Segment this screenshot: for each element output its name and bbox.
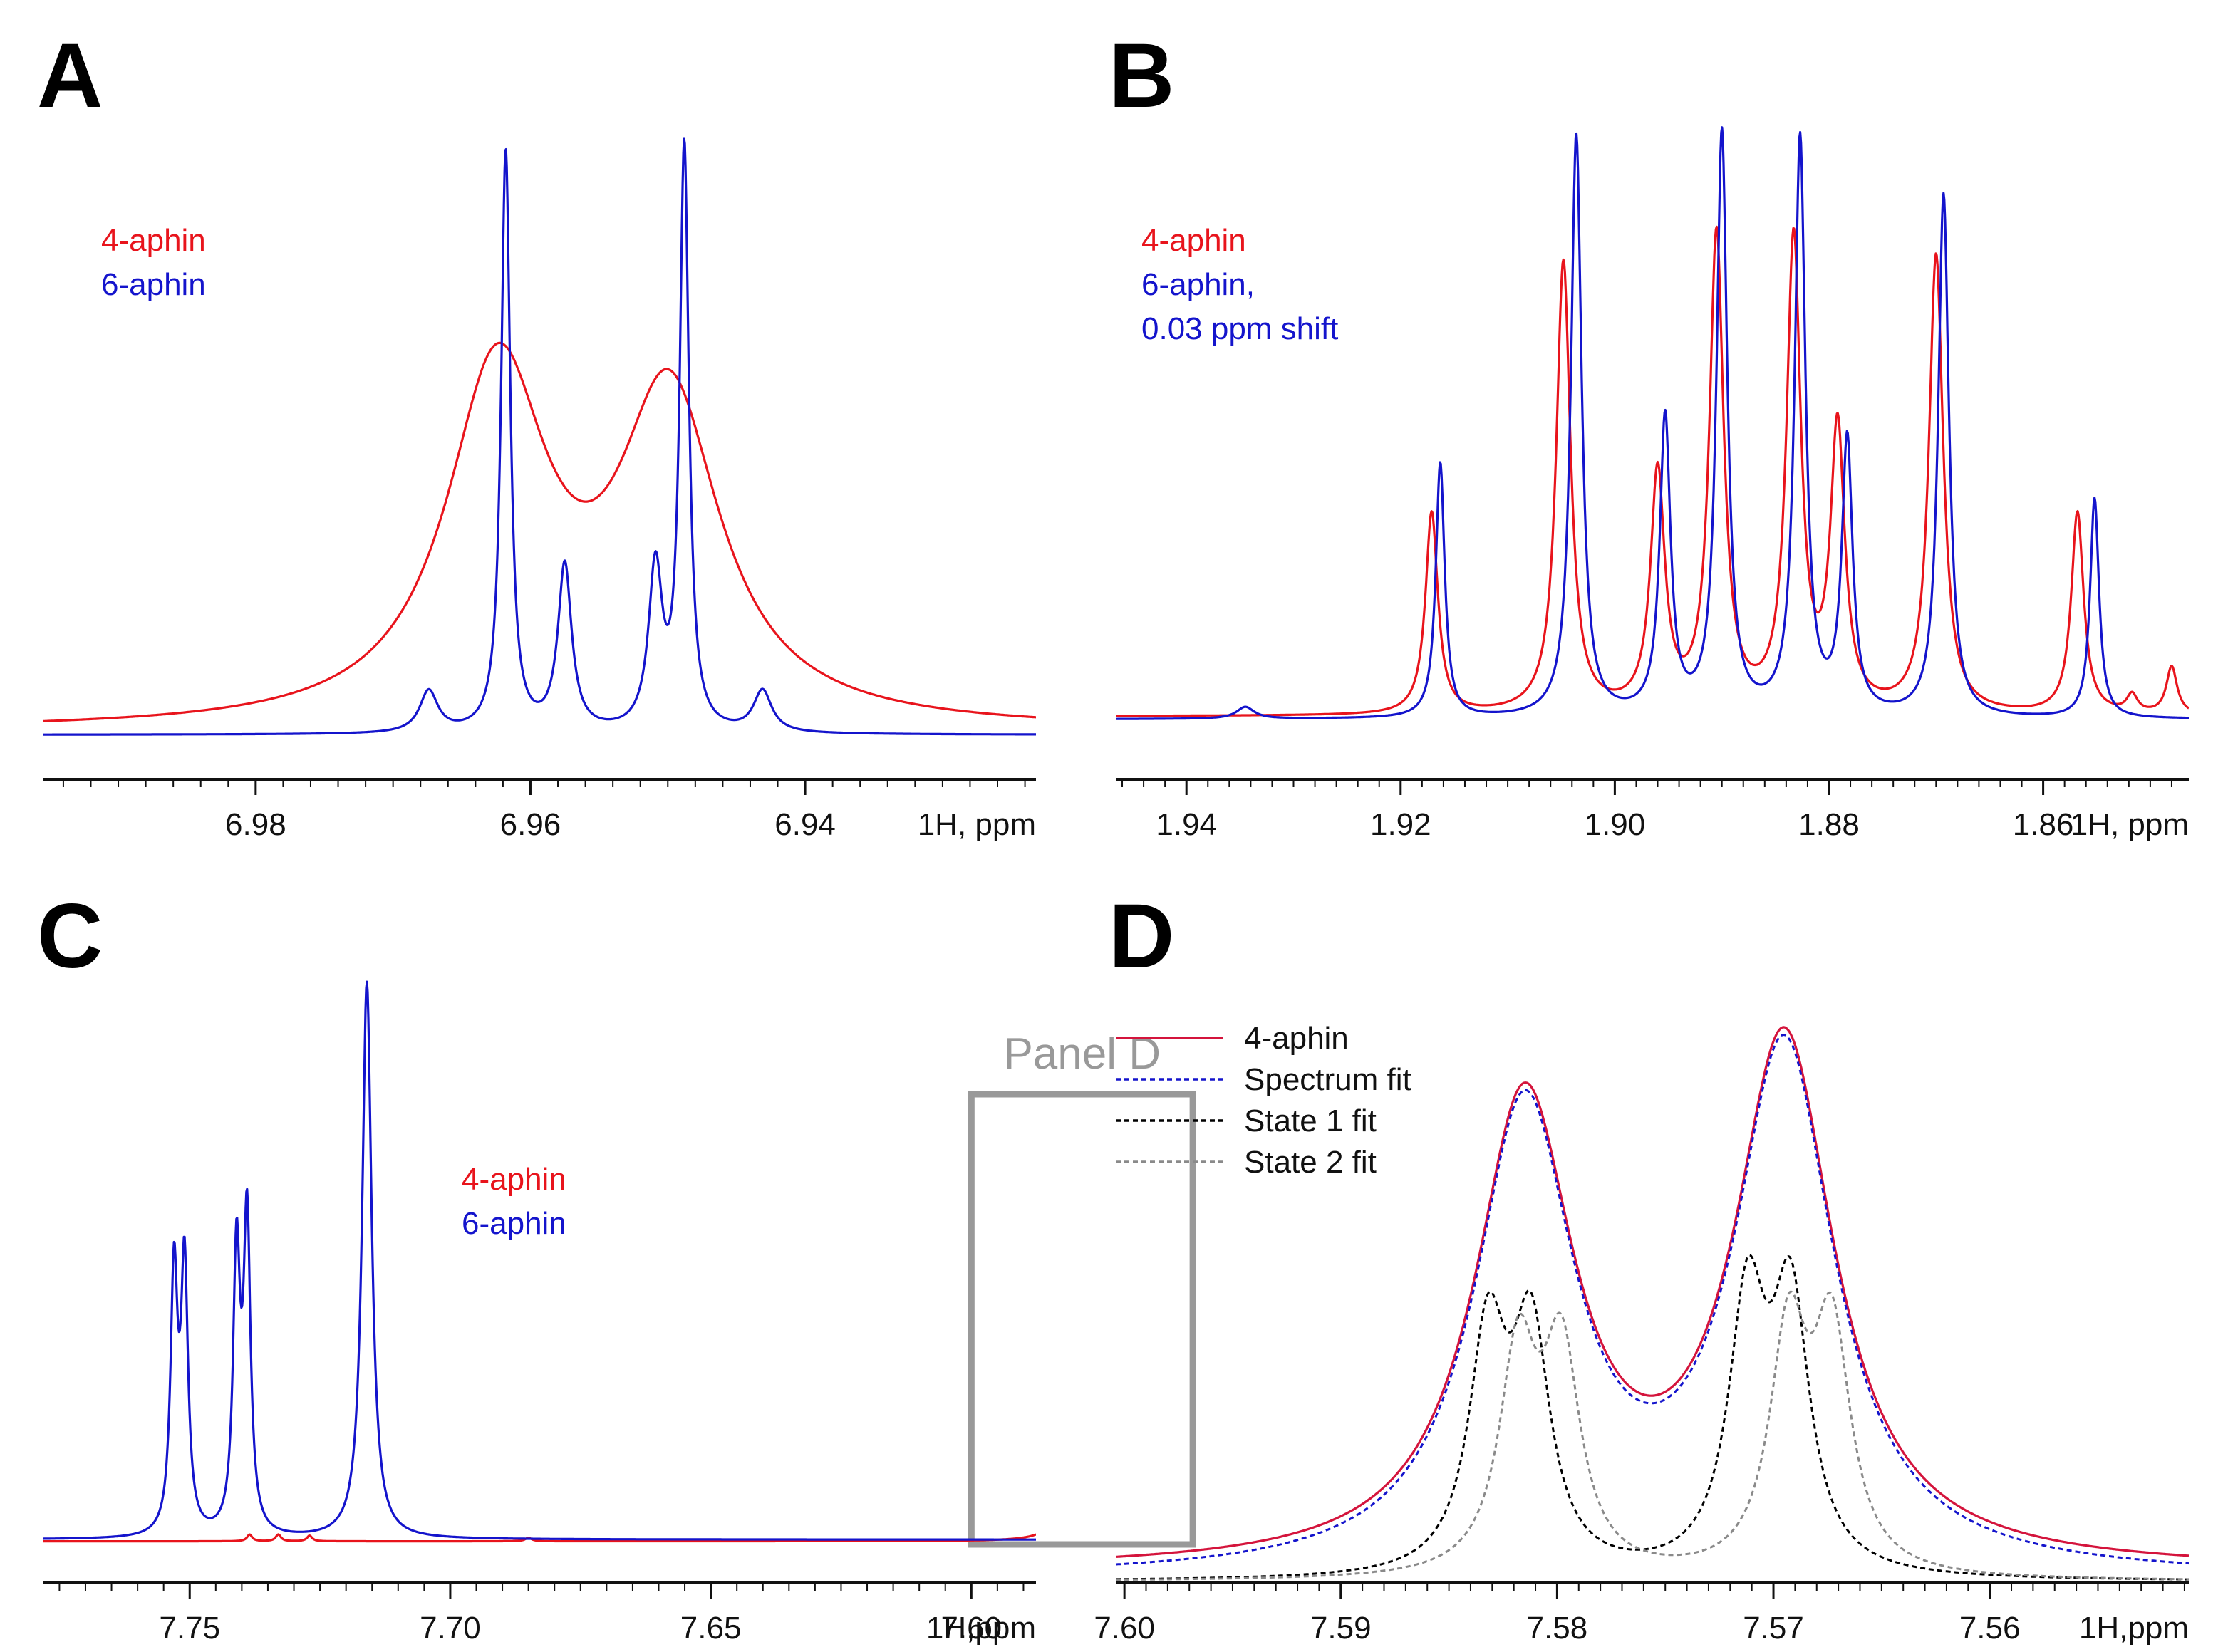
x-tick-label: 1.92 (1370, 807, 1431, 842)
panel-letter-d: D (1109, 885, 1174, 987)
x-tick-label: 6.96 (500, 807, 561, 842)
panel-d: D 7.60 7.59 7.58 7.57 7.56 1H,ppm 4-aphin Spectr… (1094, 885, 2189, 1646)
traces (43, 980, 1036, 1543)
series-line-6-aphin (43, 980, 1036, 1541)
series-line-state-2-fit (1116, 1290, 2189, 1581)
panel-letter-c: C (37, 885, 103, 987)
panel-letter-a: A (37, 25, 103, 127)
x-tick-label: 1.86 (2013, 807, 2074, 842)
series-line-state-1-fit (1116, 1254, 2189, 1581)
traces (1116, 126, 2189, 720)
series-line-4-aphin (1116, 225, 2189, 717)
legend-label: 0.03 ppm shift (1141, 311, 1338, 346)
x-axis-unit-label: 1H,ppm (2079, 1611, 2189, 1646)
x-tick-label: 7.60 (940, 1611, 1002, 1646)
x-axis-unit-label: 1H,ppm (926, 1611, 1036, 1646)
x-tick-label: 7.56 (1959, 1611, 2021, 1646)
legend-label: 4-aphin (101, 223, 206, 258)
series-line-4-aphin (43, 341, 1036, 722)
x-axis-unit-label: 1H, ppm (2071, 807, 2189, 842)
legend-label: 4-aphin (1141, 223, 1246, 258)
x-tick-label: 1.88 (1798, 807, 1860, 842)
legend-label: Spectrum fit (1244, 1062, 1411, 1097)
x-tick-label: 7.58 (1527, 1611, 1588, 1646)
x-tick-label: 1.94 (1156, 807, 1217, 842)
x-tick-label: 7.75 (159, 1611, 220, 1646)
x-tick-label: 1.90 (1585, 807, 1646, 842)
x-tick-label: 7.65 (680, 1611, 742, 1646)
x-tick-label: 6.94 (774, 807, 836, 842)
series-line-4-aphin (1116, 1026, 2189, 1558)
panel-letter-b: B (1109, 25, 1174, 127)
series-line-4-aphin (43, 1533, 1036, 1543)
traces (43, 137, 1036, 736)
legend-label: State 2 fit (1244, 1145, 1377, 1180)
x-tick-label: 7.60 (1094, 1611, 1155, 1646)
x-tick-label: 6.98 (225, 807, 286, 842)
series-line-6-aphin (43, 137, 1036, 736)
legend-label: 6-aphin, (1141, 267, 1255, 302)
legend-label: 4-aphin (1244, 1021, 1349, 1056)
x-tick-label: 7.59 (1310, 1611, 1372, 1646)
legend-label: 6-aphin (462, 1206, 566, 1241)
x-tick-label: 7.57 (1743, 1611, 1804, 1646)
series-line-6-aphin-0-03-ppm-shift (1116, 126, 2189, 720)
traces (1116, 1026, 2189, 1581)
x-axis-unit-label: 1H, ppm (918, 807, 1036, 842)
legend-label: 4-aphin (462, 1162, 566, 1197)
series-line-spectrum-fit (1116, 1034, 2189, 1566)
panel-a: A 6.98 6.96 6.94 1H, ppm 4-aphin 6-aphin (37, 25, 1036, 842)
panel-d-highlight-box (968, 1091, 1196, 1548)
x-tick-label: 7.70 (420, 1611, 481, 1646)
legend-label: 6-aphin (101, 267, 206, 302)
legend-label: State 1 fit (1244, 1103, 1377, 1138)
